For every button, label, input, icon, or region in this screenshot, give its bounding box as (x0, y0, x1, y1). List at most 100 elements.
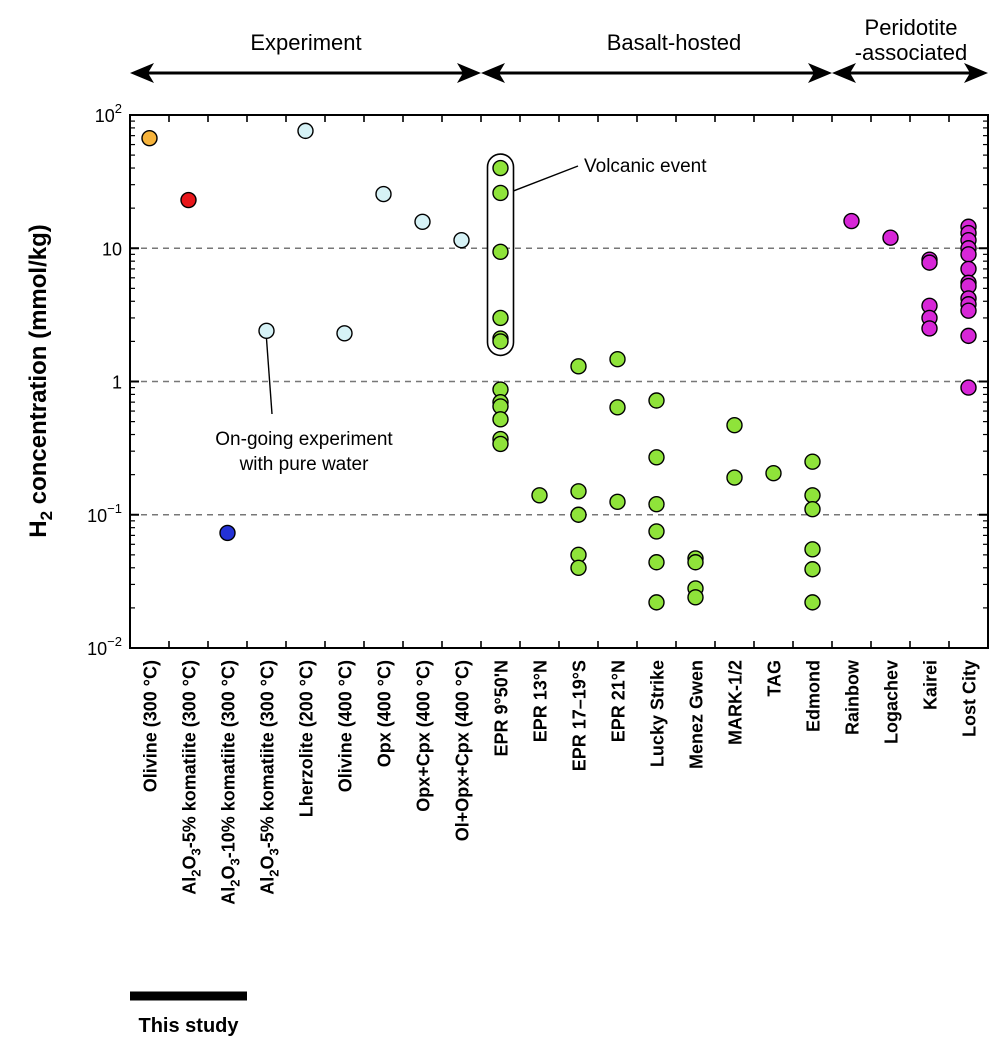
data-point (492, 411, 509, 428)
category-label: Opx+Cpx (400 °C) (414, 660, 434, 812)
category-label: EPR 17–19°S (570, 660, 590, 771)
data-point (453, 231, 470, 249)
annotations: Volcanic event On-going experiment with … (215, 153, 707, 475)
category-labels: Olivine (300 °C) Al2O3-5% komatiite (300 … (141, 659, 980, 905)
y-tick-label: 1 (112, 373, 122, 393)
category-label: Al2O3-5% komatiite (300 °C) (258, 660, 282, 895)
data-point (687, 589, 704, 606)
data-point (570, 358, 587, 375)
data-point (921, 254, 938, 271)
data-point (804, 487, 821, 504)
category-label: Al2O3-5% komatiite (300 °C) (180, 660, 204, 895)
data-point (180, 191, 197, 209)
data-point (492, 243, 509, 261)
data-point (648, 449, 665, 466)
data-point (648, 554, 665, 571)
basalt-hosted-arrow-right-head (808, 63, 832, 83)
gridlines (130, 247, 988, 516)
data-point (882, 229, 899, 246)
data-point (336, 325, 353, 342)
category-label: Olivine (400 °C) (336, 660, 356, 792)
category-label: EPR 9°50'N (492, 660, 512, 757)
data-point (960, 260, 977, 278)
data-point (804, 594, 821, 611)
data-point (960, 379, 977, 396)
category-label: Opx (400 °C) (375, 660, 395, 767)
this-study-label: This study (138, 1015, 239, 1037)
data-point (804, 453, 821, 470)
experiment-arrow-left-head (130, 63, 154, 83)
y-tick-label: 102 (95, 101, 122, 126)
data-point (414, 213, 431, 230)
data-point (570, 483, 587, 500)
data-point (492, 435, 509, 453)
data-point (492, 159, 509, 177)
on-going-experiment-label-line1: On-going experiment (215, 429, 393, 450)
category-label: Kairei (921, 660, 941, 710)
volcanic-event-outline (486, 153, 515, 357)
data-point (609, 493, 626, 511)
category-label: Edmond (804, 660, 824, 732)
data-point (804, 541, 821, 558)
basalt-hosted-arrow-left-head (481, 63, 505, 83)
group-label-basalt-hosted: Basalt-hosted (607, 30, 742, 55)
on-going-experiment-label-line2: with pure water (239, 454, 370, 475)
data-point (492, 333, 509, 350)
data-point (960, 246, 977, 263)
data-point (297, 122, 314, 140)
data-point (804, 561, 821, 578)
data-point (648, 523, 665, 540)
y-axis: 10−2 10−1 1 10 102 (87, 101, 988, 659)
data-points (141, 122, 977, 611)
category-label: Menez Gwen (687, 660, 707, 769)
data-point (648, 495, 665, 513)
category-label: EPR 13°N (531, 660, 551, 742)
category-label: Lherzolite (200 °C) (297, 660, 317, 817)
category-label: EPR 21°N (609, 660, 629, 742)
data-point (648, 594, 665, 611)
y-tick-label: 10−1 (87, 501, 122, 526)
data-point (258, 322, 275, 340)
category-label: Lost City (960, 660, 980, 737)
group-label-peridotite-line2: -associated (855, 40, 968, 65)
category-label: Ol+Opx+Cpx (400 °C) (453, 660, 473, 841)
data-point (804, 501, 821, 518)
peridotite-arrow-left-head (832, 63, 856, 83)
data-point (375, 185, 392, 203)
volcanic-event-leader (513, 165, 579, 192)
data-point (570, 559, 587, 576)
data-point (141, 129, 158, 147)
data-point (960, 327, 977, 345)
y-tick-label: 10−2 (87, 634, 122, 659)
on-going-experiment-leader (265, 338, 273, 415)
category-label: MARK-1/2 (726, 660, 746, 745)
group-label-experiment: Experiment (250, 30, 361, 55)
data-point (609, 399, 626, 416)
data-point (726, 469, 743, 486)
data-point (492, 309, 509, 327)
data-point (492, 184, 509, 202)
data-point (960, 302, 977, 319)
volcanic-event-label: Volcanic event (584, 156, 707, 177)
category-label: TAG (765, 660, 785, 697)
category-label: Olivine (300 °C) (141, 660, 161, 792)
group-label-peridotite-line1: Peridotite (865, 15, 958, 40)
data-point (726, 416, 743, 434)
data-point (843, 212, 860, 230)
data-point (648, 392, 665, 409)
category-label: Lucky Strike (648, 660, 668, 767)
data-point (687, 554, 704, 571)
y-axis-label: H2 concentration (mmol/kg) (25, 224, 56, 538)
x-axis-ticks (168, 115, 950, 648)
data-point (219, 524, 236, 542)
data-point (921, 320, 938, 337)
data-point (765, 465, 782, 482)
data-point (570, 506, 587, 523)
y-tick-label: 10 (102, 239, 122, 259)
category-label: Logachev (882, 660, 902, 744)
category-label: Al2O3-10% komatiite (300 °C) (219, 660, 243, 905)
group-headers: Experiment Basalt-hosted Peridotite -ass… (130, 15, 988, 83)
peridotite-arrow-right-head (964, 63, 988, 83)
experiment-arrow-right-head (457, 63, 481, 83)
